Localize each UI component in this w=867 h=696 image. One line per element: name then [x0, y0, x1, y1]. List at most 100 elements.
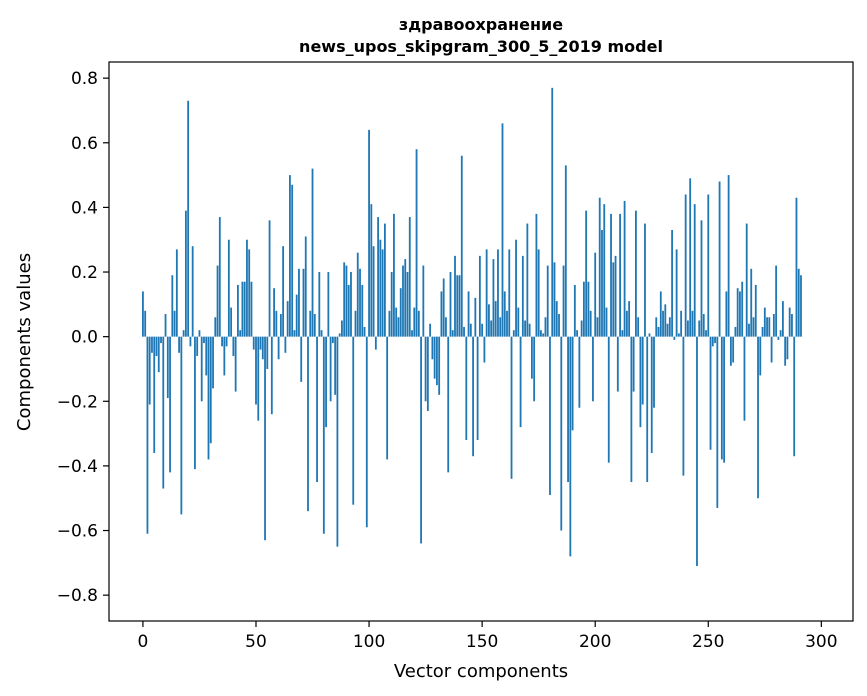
bar-73 — [307, 336, 309, 512]
bar-9 — [162, 336, 165, 489]
bar-1 — [144, 310, 147, 337]
bar-261 — [732, 336, 735, 363]
bars-group — [142, 87, 802, 567]
bar-157 — [497, 249, 499, 337]
bar-250 — [707, 194, 710, 337]
bar-220 — [639, 336, 642, 428]
x-tick-label: 50 — [245, 632, 267, 652]
bar-132 — [440, 291, 443, 337]
y-tick-label: −0.6 — [57, 522, 98, 542]
bar-232 — [666, 323, 669, 337]
bar-267 — [745, 223, 748, 337]
bar-152 — [485, 249, 488, 337]
y-tick-label: −0.4 — [57, 457, 98, 477]
bar-79 — [320, 330, 323, 337]
bar-5 — [153, 336, 156, 453]
bar-133 — [442, 278, 445, 337]
bar-110 — [390, 272, 393, 337]
bar-254 — [716, 336, 719, 508]
bar-58 — [273, 288, 275, 337]
bar-172 — [530, 336, 533, 379]
bar-283 — [781, 301, 784, 337]
bar-178 — [544, 317, 547, 337]
bar-154 — [490, 320, 493, 337]
bar-231 — [664, 304, 667, 337]
bar-108 — [386, 336, 389, 460]
bar-135 — [447, 336, 450, 473]
bar-188 — [567, 336, 569, 483]
bar-191 — [573, 284, 576, 337]
y-axis-label: Components values — [14, 253, 35, 431]
bar-128 — [431, 336, 434, 360]
bar-68 — [295, 294, 298, 337]
bar-170 — [526, 223, 529, 337]
bar-46 — [246, 239, 248, 337]
bar-137 — [451, 330, 454, 337]
bar-127 — [429, 323, 432, 337]
bar-144 — [467, 291, 470, 337]
bar-0 — [142, 291, 144, 337]
bar-45 — [243, 281, 246, 337]
bar-2 — [146, 336, 149, 534]
bar-263 — [736, 288, 739, 337]
bar-61 — [279, 314, 282, 337]
bar-41 — [234, 336, 237, 392]
bar-26 — [200, 336, 203, 402]
y-tick-label: 0.0 — [71, 328, 98, 348]
bar-106 — [381, 249, 384, 337]
bar-86 — [336, 336, 339, 547]
bar-192 — [576, 330, 579, 337]
y-tick-label: −0.2 — [57, 392, 98, 412]
bar-245 — [696, 336, 698, 567]
bar-260 — [729, 336, 732, 366]
bar-115 — [402, 265, 404, 337]
bar-196 — [585, 210, 588, 337]
bar-276 — [766, 317, 768, 337]
bar-190 — [571, 336, 574, 431]
bar-248 — [702, 314, 705, 337]
bar-159 — [501, 123, 504, 337]
bar-52 — [259, 336, 262, 350]
bar-12 — [169, 336, 171, 473]
bar-39 — [230, 307, 233, 337]
bar-259 — [727, 175, 730, 337]
bar-44 — [241, 281, 244, 337]
bar-181 — [551, 87, 554, 337]
bar-161 — [506, 310, 508, 337]
bar-153 — [488, 304, 490, 337]
bar-167 — [519, 336, 522, 428]
bar-224 — [648, 333, 651, 337]
bar-265 — [741, 281, 744, 337]
bar-243 — [691, 310, 694, 337]
bar-237 — [677, 333, 680, 337]
bar-66 — [291, 184, 294, 337]
bar-217 — [632, 336, 635, 392]
bar-209 — [614, 255, 617, 337]
bar-238 — [680, 310, 683, 337]
bar-76 — [313, 314, 316, 337]
bar-27 — [203, 336, 205, 344]
bar-32 — [214, 317, 217, 337]
bar-102 — [372, 246, 375, 337]
bar-83 — [329, 336, 332, 402]
bar-51 — [257, 336, 260, 421]
bar-117 — [406, 272, 409, 337]
bar-179 — [546, 265, 549, 337]
bar-274 — [761, 326, 764, 337]
bar-138 — [454, 255, 456, 337]
bar-126 — [426, 336, 429, 411]
bar-123 — [420, 336, 422, 544]
axes-frame — [108, 61, 854, 622]
bar-100 — [368, 129, 370, 337]
bar-97 — [361, 284, 364, 337]
bar-33 — [216, 265, 219, 337]
bar-36 — [223, 336, 226, 376]
bar-242 — [689, 178, 692, 337]
bar-24 — [196, 336, 199, 357]
bar-49 — [252, 336, 255, 350]
bar-37 — [225, 336, 228, 347]
y-tick-label: −0.8 — [57, 586, 98, 606]
bar-69 — [298, 268, 300, 337]
bar-184 — [558, 314, 560, 337]
